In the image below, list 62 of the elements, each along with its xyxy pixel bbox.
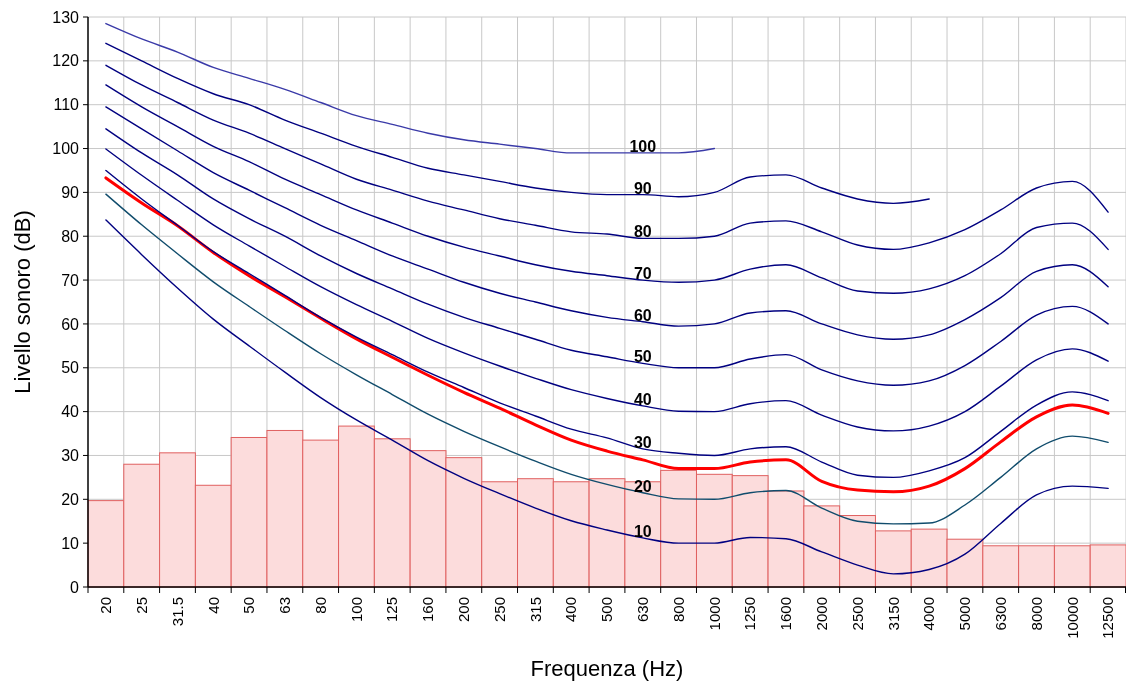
x-tick-label: 50: [240, 597, 258, 614]
series-label: 20: [633, 477, 652, 495]
y-tick-label: 120: [52, 52, 80, 70]
x-tick-label: 1000: [705, 597, 723, 631]
y-tick-label: 10: [61, 534, 80, 552]
y-axis-title: Livello sonoro (dB): [10, 210, 35, 394]
series-label: 40: [633, 390, 652, 408]
y-tick-label: 100: [52, 140, 80, 158]
x-tick-label: 25: [132, 597, 150, 614]
x-tick-label: 160: [419, 597, 437, 623]
x-tick-label: 6300: [991, 597, 1009, 631]
x-tick-label: 315: [526, 597, 544, 623]
x-tick-label: 40: [204, 597, 222, 614]
x-tick-label: 3150: [884, 597, 902, 631]
x-tick-label: 2000: [813, 597, 831, 631]
series-label: 10: [633, 522, 652, 540]
x-tick-label: 80: [311, 597, 329, 614]
x-tick-label: 500: [598, 597, 616, 623]
series-label: 30: [633, 433, 652, 451]
x-tick-label: 8000: [1027, 597, 1045, 631]
line-series: [105, 128, 1109, 387]
x-tick-label: 63: [276, 597, 294, 614]
line-series: [105, 106, 1109, 340]
y-tick-label: 70: [61, 271, 80, 289]
line-series: [105, 64, 1109, 251]
y-tick-label: 90: [61, 183, 80, 201]
line-series: [105, 42, 930, 205]
series-label: 50: [633, 348, 652, 366]
y-tick-label: 60: [61, 315, 80, 333]
x-tick-label: 2500: [848, 597, 866, 631]
line-series: [105, 219, 1109, 575]
series-label: 100: [629, 137, 657, 155]
x-tick-label: 800: [669, 597, 687, 623]
series-label: 70: [633, 265, 652, 283]
x-tick-label: 4000: [920, 597, 938, 631]
y-tick-label: 20: [61, 490, 80, 508]
series-label: 60: [633, 306, 652, 324]
y-tick-label: 40: [61, 403, 80, 421]
x-tick-label: 12500: [1099, 597, 1117, 639]
series-label: 80: [633, 223, 652, 241]
x-tick-label: 400: [562, 597, 580, 623]
x-tick-label: 630: [634, 597, 652, 623]
x-tick-label: 31.5: [168, 597, 186, 627]
x-tick-label: 200: [455, 597, 473, 623]
y-tick-label: 0: [70, 578, 80, 596]
x-axis-title: Frequenza (Hz): [530, 656, 684, 681]
x-tick-label: 10000: [1063, 597, 1081, 639]
x-tick-label: 100: [347, 597, 365, 623]
y-tick-label: 30: [61, 447, 80, 465]
x-tick-label: 125: [383, 597, 401, 623]
y-tick-label: 130: [52, 8, 80, 26]
x-tick-label: 250: [490, 597, 508, 623]
x-tick-label: 1250: [741, 597, 759, 631]
line-series: [105, 22, 716, 154]
y-tick-label: 50: [61, 359, 80, 377]
y-tick-label: 110: [53, 96, 80, 114]
line-series: [105, 84, 1109, 294]
x-tick-label: 5000: [956, 597, 974, 631]
x-tick-label: 1600: [777, 597, 795, 631]
series-label: 90: [633, 179, 652, 197]
y-tick-label: 80: [61, 227, 80, 245]
x-tick-label: 20: [97, 597, 115, 614]
